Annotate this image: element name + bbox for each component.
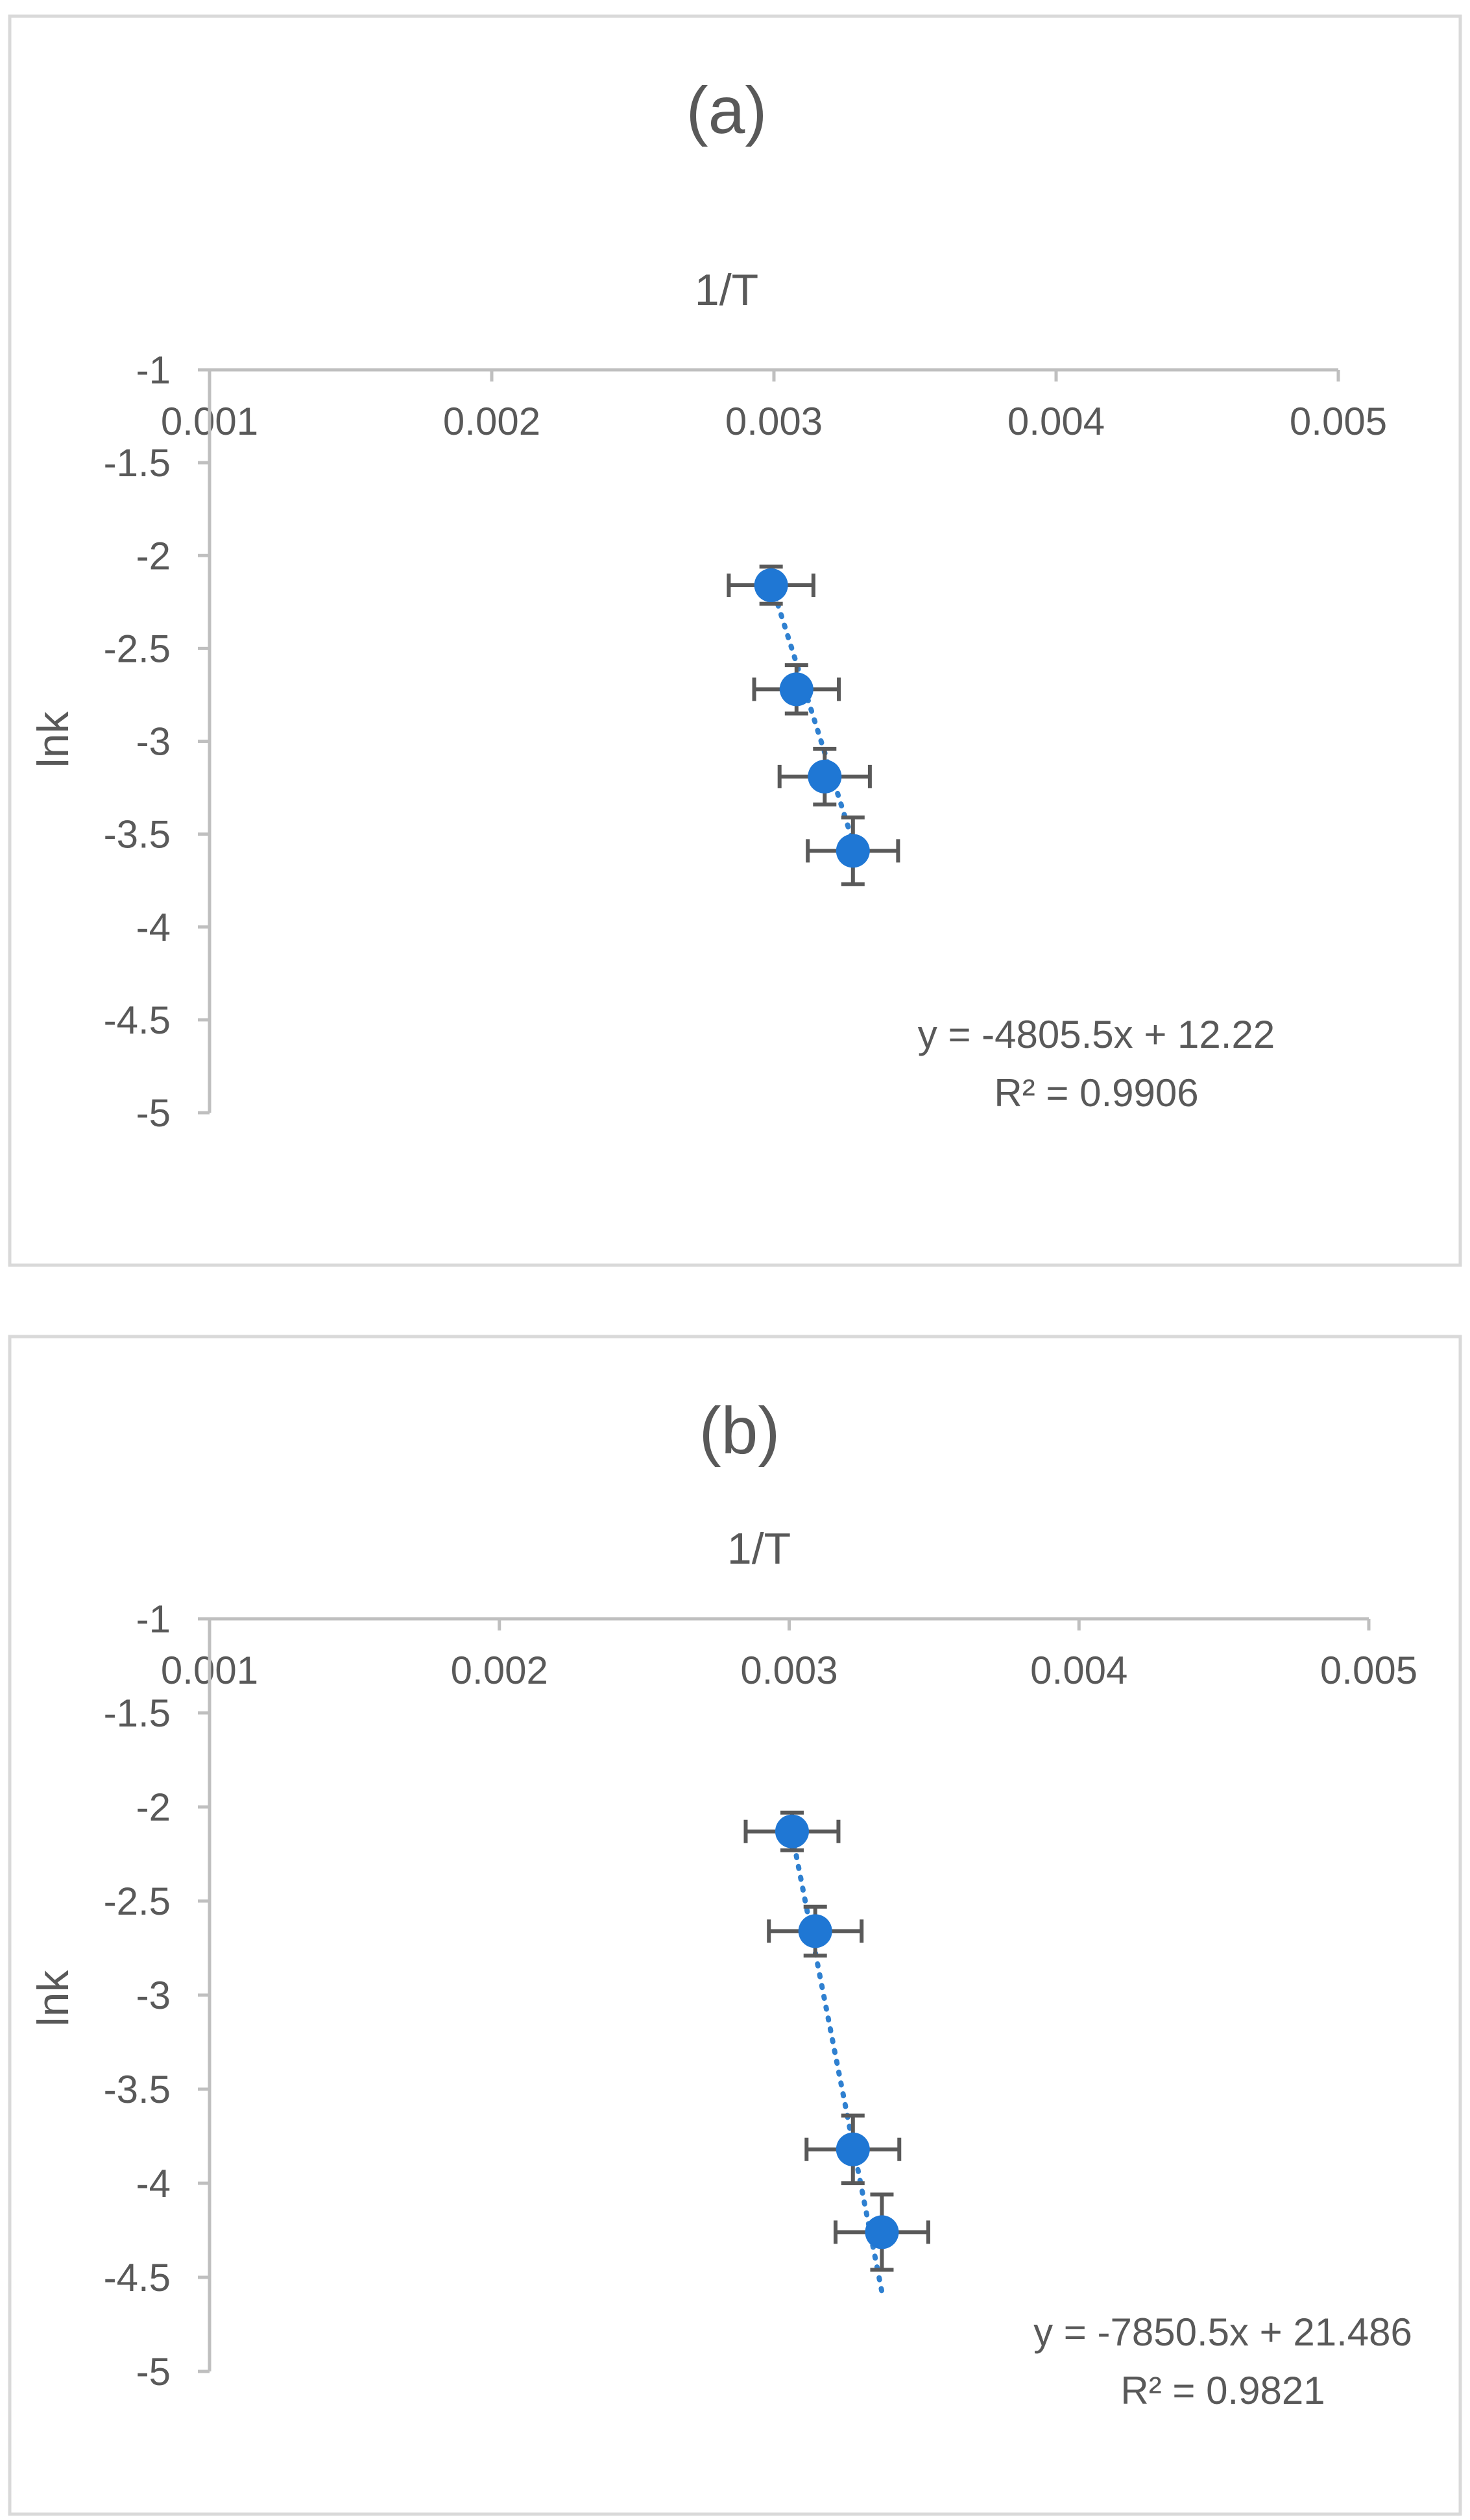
y-tick-label: -3.5 <box>104 813 171 856</box>
y-tick-label: -3.5 <box>104 2068 171 2111</box>
data-point <box>836 834 870 868</box>
x-tick-label: 0.005 <box>1320 1649 1417 1692</box>
x-tick-label: 0.004 <box>1007 400 1105 443</box>
x-tick-label: 0.004 <box>1030 1649 1127 1692</box>
y-tick-label: -1.5 <box>104 1691 171 1735</box>
chart-a-y-ticks: -1 -1.5 -2 -2.5 -3 -3.5 -4 -4.5 -5 <box>104 348 210 1135</box>
data-point <box>836 2132 870 2166</box>
data-point <box>798 1914 832 1948</box>
data-point <box>754 568 788 603</box>
y-tick-label: -3 <box>136 720 171 764</box>
chart-a-r-squared: R² = 0.9906 <box>994 1071 1198 1115</box>
linear-trendline <box>789 1831 885 2295</box>
y-tick-label: -2.5 <box>104 1880 171 1923</box>
chart-a-trendline <box>768 580 856 845</box>
chart-b-title: (b) <box>699 1394 780 1468</box>
chart-b-trend-equation: y = -7850.5x + 21.486 <box>1033 2310 1412 2354</box>
y-tick-label: -3 <box>136 1974 171 2017</box>
chart-b-points <box>743 1810 930 2272</box>
y-tick-label: -5 <box>136 1091 171 1135</box>
y-tick-label: -1 <box>136 1597 171 1641</box>
y-tick-label: -2.5 <box>104 627 171 670</box>
x-tick-label: 0.002 <box>451 1649 548 1692</box>
y-tick-label: -4.5 <box>104 999 171 1042</box>
chart-b-x-axis-title: 1/T <box>727 1524 791 1573</box>
chart-b: (b) 1/T lnk 0.001 0.002 0.003 0.004 0.005 -1… <box>8 1335 1462 2516</box>
y-tick-label: -4 <box>136 906 171 949</box>
chart-b-r-squared: R² = 0.9821 <box>1120 2369 1325 2412</box>
chart-a-axes <box>208 368 1338 1113</box>
data-point <box>779 672 813 707</box>
chart-a-y-axis-title: lnk <box>29 711 78 768</box>
data-point <box>865 2215 899 2249</box>
chart-a-title: (a) <box>686 73 767 147</box>
chart-a-trend-equation: y = -4805.5x + 12.22 <box>918 1013 1275 1056</box>
chart-a-x-axis-title: 1/T <box>695 265 758 315</box>
chart-b-trendline <box>789 1831 885 2295</box>
linear-trendline <box>768 580 856 845</box>
y-tick-label: -5 <box>136 2350 171 2393</box>
chart-a: (a) 1/T lnk 0.001 0.002 0.003 0.004 0.005 -1… <box>8 14 1462 1267</box>
chart-b-axes <box>208 1617 1369 2371</box>
y-tick-label: -4.5 <box>104 2256 171 2299</box>
data-point <box>808 759 842 794</box>
x-tick-label: 0.002 <box>443 400 540 443</box>
y-tick-label: -2 <box>136 1786 171 1829</box>
chart-b-frame <box>8 1335 1462 2516</box>
x-tick-label: 0.003 <box>725 400 823 443</box>
chart-a-x-ticks: 0.001 0.002 0.003 0.004 0.005 <box>161 370 1387 443</box>
y-tick-label: -4 <box>136 2162 171 2205</box>
chart-b-x-ticks: 0.001 0.002 0.003 0.004 0.005 <box>161 1619 1417 1692</box>
x-tick-label: 0.005 <box>1290 400 1387 443</box>
y-tick-label: -1.5 <box>104 441 171 485</box>
chart-b-y-ticks: -1 -1.5 -2 -2.5 -3 -3.5 -4 -4.5 -5 <box>104 1597 210 2393</box>
y-tick-label: -1 <box>136 348 171 392</box>
chart-a-frame <box>8 14 1462 1267</box>
y-tick-label: -2 <box>136 534 171 577</box>
data-point <box>775 1814 809 1848</box>
chart-b-y-axis-title: lnk <box>29 1970 78 2027</box>
chart-a-points <box>727 564 900 886</box>
x-tick-label: 0.003 <box>740 1649 837 1692</box>
